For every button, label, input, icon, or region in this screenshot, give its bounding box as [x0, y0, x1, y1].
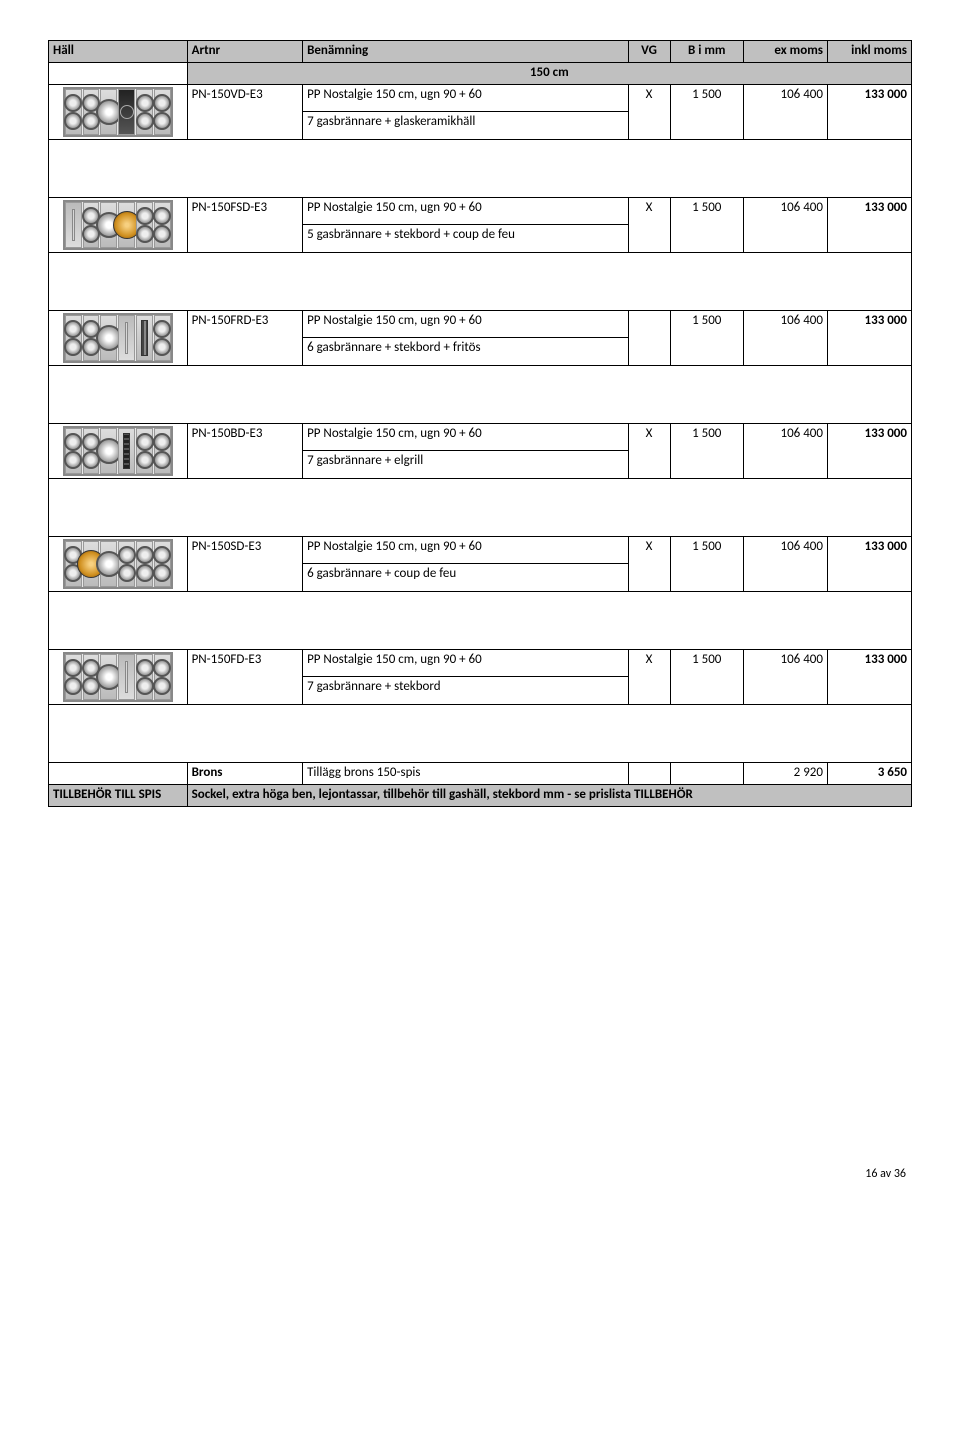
product-name: PP Nostalgie 150 cm, ugn 90 + 60 [303, 310, 628, 338]
hob-image [49, 84, 188, 139]
tillbehor-text: Sockel, extra höga ben, lejontassar, til… [187, 784, 911, 806]
product-sub: 6 gasbrännare + stekbord + fritös [303, 338, 628, 366]
brons-desc: Tillägg brons 150-spis [303, 762, 628, 784]
artnr-cell: PN-150FSD-E3 [187, 197, 302, 252]
hob-image [49, 649, 188, 704]
product-name: PP Nostalgie 150 cm, ugn 90 + 60 [303, 536, 628, 564]
inklmoms-cell: 133 000 [827, 310, 911, 365]
hob-icon [63, 313, 173, 363]
product-sub: 7 gasbrännare + elgrill [303, 451, 628, 479]
vg-cell: X [628, 84, 670, 139]
inklmoms-cell: 133 000 [827, 536, 911, 591]
hob-image [49, 536, 188, 591]
product-name: PP Nostalgie 150 cm, ugn 90 + 60 [303, 423, 628, 451]
inklmoms-cell: 133 000 [827, 423, 911, 478]
artnr-cell: PN-150FRD-E3 [187, 310, 302, 365]
vg-cell: X [628, 197, 670, 252]
section-title: 150 cm [187, 62, 911, 84]
brons-ex: 2 920 [743, 762, 827, 784]
product-sub: 7 gasbrännare + stekbord [303, 677, 628, 705]
exmoms-cell: 106 400 [743, 84, 827, 139]
b-cell: 1 500 [670, 536, 743, 591]
col-hall: Häll [49, 41, 188, 63]
hob-icon [63, 200, 173, 250]
tillbehor-label: TILLBEHÖR TILL SPIS [49, 784, 188, 806]
product-sub: 7 gasbrännare + glaskeramikhäll [303, 112, 628, 140]
artnr-cell: PN-150SD-E3 [187, 536, 302, 591]
b-cell: 1 500 [670, 197, 743, 252]
hob-icon [63, 426, 173, 476]
hob-icon [63, 87, 173, 137]
product-sub: 6 gasbrännare + coup de feu [303, 564, 628, 592]
col-bimm: B i mm [670, 41, 743, 63]
page-number: 16 av 36 [48, 1167, 912, 1181]
inklmoms-cell: 133 000 [827, 197, 911, 252]
hob-icon [63, 652, 173, 702]
b-cell: 1 500 [670, 649, 743, 704]
brons-vg [628, 762, 670, 784]
artnr-cell: PN-150VD-E3 [187, 84, 302, 139]
col-artnr: Artnr [187, 41, 302, 63]
col-vg: VG [628, 41, 670, 63]
inklmoms-cell: 133 000 [827, 649, 911, 704]
product-name: PP Nostalgie 150 cm, ugn 90 + 60 [303, 197, 628, 225]
product-sub: 5 gasbrännare + stekbord + coup de feu [303, 225, 628, 253]
vg-cell: X [628, 536, 670, 591]
vg-cell: X [628, 649, 670, 704]
hob-image [49, 197, 188, 252]
exmoms-cell: 106 400 [743, 197, 827, 252]
brons-b [670, 762, 743, 784]
b-cell: 1 500 [670, 310, 743, 365]
price-table: Häll Artnr Benämning VG B i mm ex moms i… [48, 40, 912, 807]
col-inklmoms: inkl moms [827, 41, 911, 63]
exmoms-cell: 106 400 [743, 649, 827, 704]
vg-cell: X [628, 423, 670, 478]
exmoms-cell: 106 400 [743, 536, 827, 591]
brons-ink: 3 650 [827, 762, 911, 784]
empty-cell [49, 62, 188, 84]
vg-cell [628, 310, 670, 365]
brons-empty [49, 762, 188, 784]
exmoms-cell: 106 400 [743, 423, 827, 478]
b-cell: 1 500 [670, 84, 743, 139]
exmoms-cell: 106 400 [743, 310, 827, 365]
artnr-cell: PN-150FD-E3 [187, 649, 302, 704]
inklmoms-cell: 133 000 [827, 84, 911, 139]
brons-label: Brons [187, 762, 302, 784]
b-cell: 1 500 [670, 423, 743, 478]
hob-image [49, 423, 188, 478]
hob-icon [63, 539, 173, 589]
col-benamning: Benämning [303, 41, 628, 63]
product-name: PP Nostalgie 150 cm, ugn 90 + 60 [303, 649, 628, 677]
col-exmoms: ex moms [743, 41, 827, 63]
artnr-cell: PN-150BD-E3 [187, 423, 302, 478]
product-name: PP Nostalgie 150 cm, ugn 90 + 60 [303, 84, 628, 112]
hob-image [49, 310, 188, 365]
